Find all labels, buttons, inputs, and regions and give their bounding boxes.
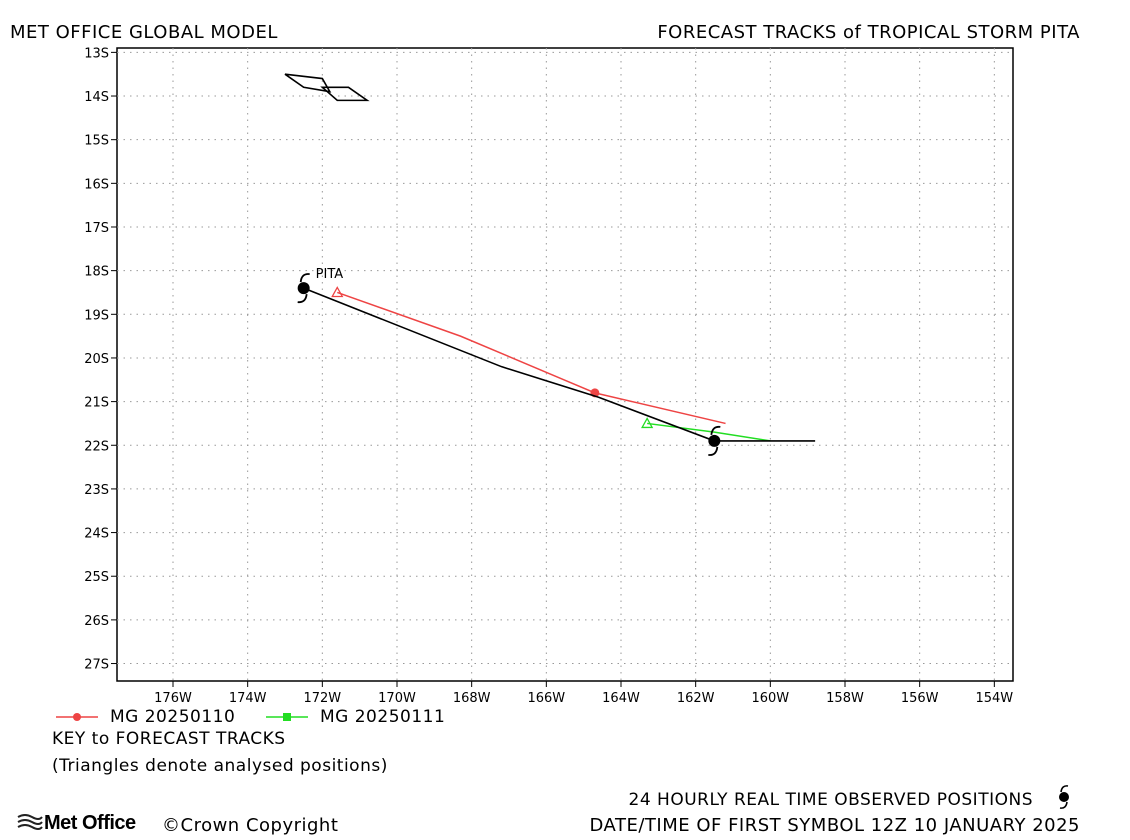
legend: MG 20250110 MG 20250111 KEY to FORECAST …	[0, 700, 600, 790]
forecast-track-mg-20250111	[647, 422, 771, 442]
y-tick-label: 27S	[84, 658, 109, 673]
copyright: ©Crown Copyright	[162, 815, 339, 836]
y-tick-label: 21S	[84, 396, 109, 411]
y-tick-label: 20S	[84, 352, 109, 367]
x-tick-label: 174W	[229, 691, 267, 706]
y-tick-label: 13S	[84, 46, 109, 61]
legend-label-mg20250111: MG 20250111	[320, 707, 446, 727]
storm-symbol-icon	[1059, 785, 1069, 809]
storm-name-label: PITA	[316, 267, 344, 282]
x-tick-label: 170W	[378, 691, 416, 706]
x-tick-label: 172W	[303, 691, 341, 706]
met-office-logo-text: Met Office	[44, 812, 136, 834]
x-tick-label: 158W	[826, 691, 864, 706]
analysed-position-mg-20250110	[331, 286, 344, 298]
x-tick-label: 164W	[602, 691, 640, 706]
observed-track	[303, 287, 816, 442]
x-tick-label: 156W	[901, 691, 939, 706]
storm-symbol	[708, 425, 721, 456]
storm-symbol	[297, 273, 310, 304]
x-tick-label: 166W	[527, 691, 565, 706]
y-tick-label: 17S	[84, 221, 109, 236]
axis-ticks: 176W 174W 172W 170W 168W 166W 164W 162W 160W 158W…	[84, 46, 1013, 706]
analysed-position-mg-20250111	[641, 417, 654, 429]
observed-positions-note: 24 HOURLY REAL TIME OBSERVED POSITIONS	[628, 790, 1033, 810]
island-outline	[320, 86, 370, 102]
legend-label-mg20250110: MG 20250110	[110, 707, 236, 727]
x-tick-label: 162W	[677, 691, 715, 706]
track-layer: PITA	[297, 267, 816, 456]
grid-lines	[117, 48, 1013, 681]
island-outline	[284, 73, 332, 93]
model-title: MET OFFICE GLOBAL MODEL	[10, 22, 278, 43]
met-office-logo: Met Office	[16, 812, 136, 835]
key-note: (Triangles denote analysed positions)	[52, 756, 388, 776]
x-tick-label: 176W	[154, 691, 192, 706]
first-symbol-datetime: DATE/TIME OF FIRST SYMBOL 12Z 10 JANUARY…	[589, 815, 1080, 836]
plot-frame	[116, 47, 1014, 682]
x-tick-label: 154W	[975, 691, 1013, 706]
y-tick-label: 16S	[84, 177, 109, 192]
forecast-track-mg-20250110	[337, 291, 726, 425]
y-tick-label: 24S	[84, 527, 109, 542]
y-tick-label: 26S	[84, 614, 109, 629]
y-tick-label: 25S	[84, 570, 109, 585]
x-tick-label: 160W	[751, 691, 789, 706]
y-tick-label: 23S	[84, 483, 109, 498]
key-title: KEY to FORECAST TRACKS	[52, 729, 286, 749]
met-office-wave-icon	[17, 814, 43, 830]
y-tick-label: 22S	[84, 439, 109, 454]
x-tick-label: 168W	[453, 691, 491, 706]
legend-marker-mg20250111	[283, 713, 291, 721]
y-tick-label: 19S	[84, 308, 109, 323]
y-tick-label: 18S	[84, 265, 109, 280]
chart-title: FORECAST TRACKS of TROPICAL STORM PITA	[657, 22, 1080, 43]
legend-marker-mg20250110	[73, 713, 81, 721]
land-outline	[284, 73, 370, 102]
y-tick-label: 14S	[84, 90, 109, 105]
y-tick-label: 15S	[84, 134, 109, 149]
